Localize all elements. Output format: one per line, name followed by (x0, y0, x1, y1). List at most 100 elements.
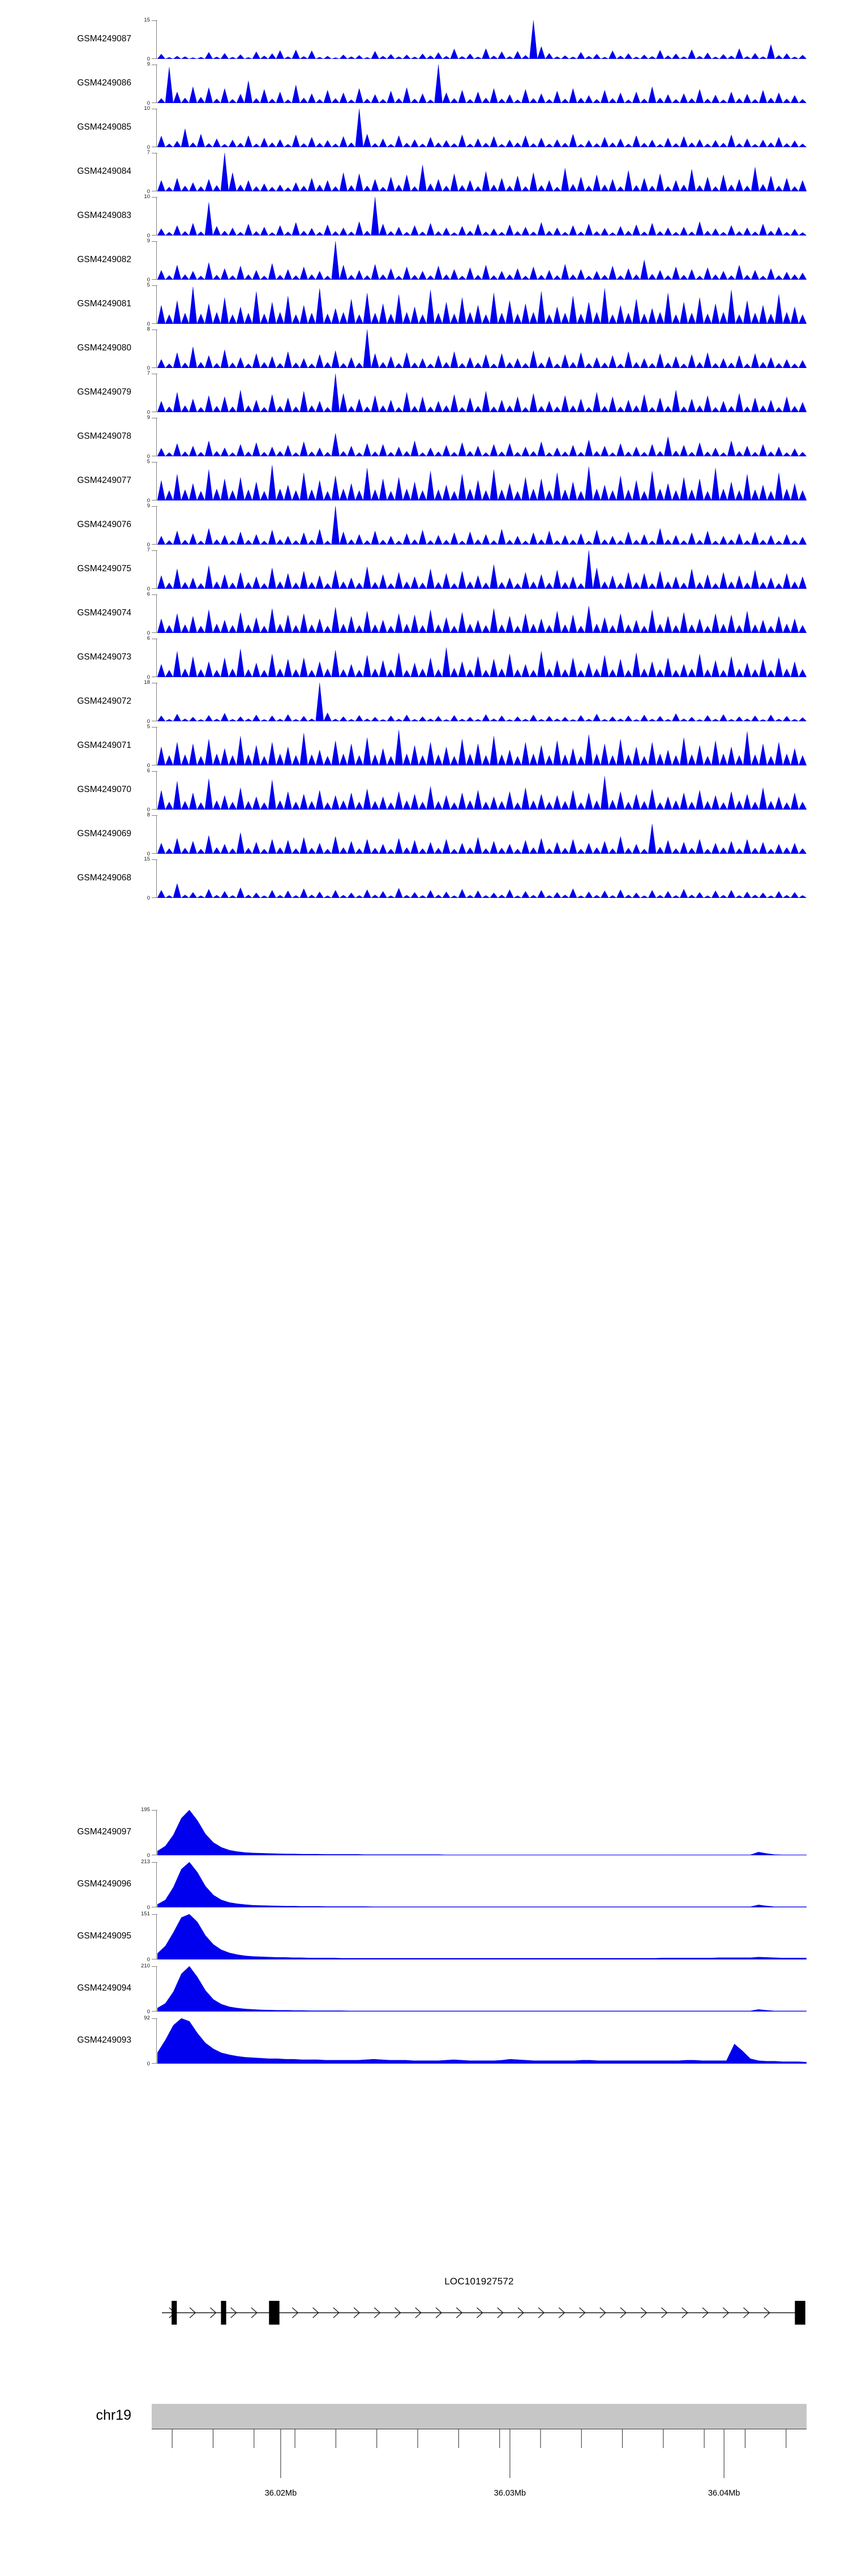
y-axis-line (156, 374, 157, 412)
ruler-tick-label: 36.02Mb (264, 2489, 297, 2498)
y-axis-max-label: 6 (147, 591, 150, 597)
y-axis-zero-label: 0 (147, 585, 150, 592)
coverage-track: GSM4249087 15 0 (0, 18, 849, 62)
y-axis-line (156, 1966, 157, 2012)
y-axis-max-label: 210 (141, 1963, 150, 1969)
y-axis-line (156, 771, 157, 810)
y-axis-max-label: 8 (147, 326, 150, 332)
y-axis: 92 0 (144, 2016, 157, 2066)
y-axis-zero-label: 0 (147, 365, 150, 371)
track-plot-area: 15 0 (144, 857, 807, 901)
coverage-area-chart (157, 859, 807, 898)
y-axis-tick-max (152, 1810, 157, 1811)
coverage-area-chart (157, 1966, 807, 2012)
y-axis-tick-zero (152, 234, 157, 236)
coverage-track: GSM4249069 8 0 (0, 812, 849, 857)
y-axis-tick-max (152, 506, 157, 507)
y-axis-tick-zero (152, 897, 157, 898)
track-label-gsm4249069: GSM4249069 (77, 829, 131, 838)
y-axis-tick-max (152, 727, 157, 728)
y-axis-tick-max (152, 197, 157, 198)
coverage-area-chart (157, 771, 807, 810)
track-plot-area: 195 0 (141, 1807, 807, 1858)
y-axis-zero-label: 0 (147, 100, 150, 106)
track-label-gsm4249075: GSM4249075 (77, 564, 131, 574)
coverage-area-chart (157, 815, 807, 854)
y-axis-tick-max (152, 2018, 157, 2019)
ideogram-band (152, 2404, 807, 2429)
y-axis: 18 0 (144, 680, 157, 724)
y-axis-zero-label: 0 (147, 2008, 150, 2015)
coverage-area-chart (157, 639, 807, 677)
coverage-track: GSM4249078 9 0 (0, 415, 849, 459)
track-label-gsm4249094: GSM4249094 (77, 1983, 131, 1993)
coverage-area-chart (157, 330, 807, 368)
coverage-area-chart (157, 153, 807, 191)
y-axis-max-label: 6 (147, 635, 150, 641)
coverage-track: GSM4249068 15 0 (0, 857, 849, 901)
y-axis-tick-zero (152, 544, 157, 545)
coverage-area-chart (157, 109, 807, 147)
track-label-gsm4249070: GSM4249070 (77, 785, 131, 794)
coverage-area-chart (157, 197, 807, 236)
y-axis-tick-max (152, 1914, 157, 1915)
y-axis-line (156, 815, 157, 854)
coverage-track: GSM4249083 10 0 (0, 194, 849, 238)
track-label-gsm4249082: GSM4249082 (77, 255, 131, 264)
y-axis-max-label: 7 (147, 149, 150, 156)
track-plot-area: 210 0 (141, 1963, 807, 2014)
track-label-gsm4249079: GSM4249079 (77, 387, 131, 397)
y-axis-line (156, 330, 157, 368)
y-axis-zero-label: 0 (147, 144, 150, 151)
ruler-tick-labels: 36.02Mb 36.03Mb 36.04Mb (152, 2489, 807, 2502)
y-axis-line (156, 197, 157, 236)
chromosome-axis-track: chr19 36.02Mb 36.03Mb 36.04Mb (0, 2404, 849, 2540)
y-axis-tick-zero (152, 367, 157, 368)
y-axis: 10 0 (144, 106, 157, 150)
coverage-area-chart (157, 594, 807, 633)
y-axis-line (156, 683, 157, 721)
y-axis-line (156, 859, 157, 898)
track-label-gsm4249084: GSM4249084 (77, 166, 131, 176)
y-axis: 195 0 (141, 1807, 157, 1858)
y-axis-tick-max (152, 285, 157, 286)
track-label-gsm4249078: GSM4249078 (77, 431, 131, 441)
y-axis-tick-max (152, 771, 157, 772)
y-axis-zero-label: 0 (147, 1852, 150, 1859)
track-label-gsm4249073: GSM4249073 (77, 652, 131, 662)
track-label-gsm4249095: GSM4249095 (77, 1931, 131, 1941)
track-label-gsm4249097: GSM4249097 (77, 1827, 131, 1837)
coverage-area-chart (157, 374, 807, 412)
y-axis-tick-zero (152, 2010, 157, 2012)
track-label-gsm4249074: GSM4249074 (77, 608, 131, 618)
coverage-track: GSM4249082 9 0 (0, 238, 849, 283)
gene-model[interactable] (157, 2300, 807, 2326)
y-axis: 151 0 (141, 1911, 157, 1962)
y-axis-line (156, 550, 157, 589)
coverage-track: GSM4249073 6 0 (0, 635, 849, 680)
y-axis-tick-max (152, 1966, 157, 1967)
coverage-track: GSM4249079 7 0 (0, 371, 849, 415)
y-axis-line (156, 20, 157, 59)
y-axis-zero-label: 0 (147, 718, 150, 725)
y-axis-tick-max (152, 550, 157, 551)
coverage-track: GSM4249074 6 0 (0, 592, 849, 636)
y-axis-zero-label: 0 (147, 762, 150, 769)
y-axis-max-label: 5 (147, 282, 150, 288)
